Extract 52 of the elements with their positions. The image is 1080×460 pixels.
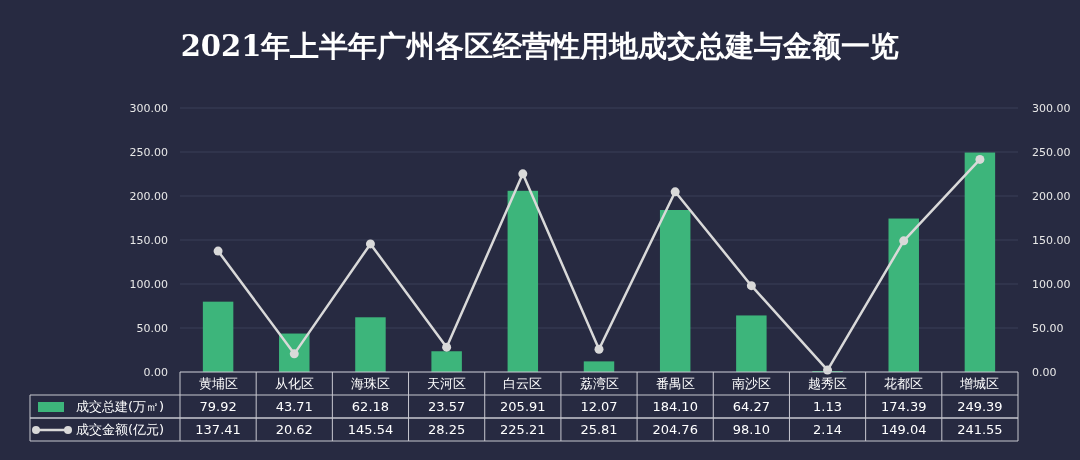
data-label: 62.18 <box>351 399 390 414</box>
legend-label: 成交总建(万㎡) <box>76 399 165 414</box>
x-tick-label: 黄埔区 <box>198 376 238 391</box>
y-tick-label: 100.00 <box>129 278 168 291</box>
y-tick-label: 150.00 <box>129 234 168 247</box>
y2-tick-label: 50.00 <box>1032 322 1064 335</box>
legend-label: 成交金额(亿元) <box>76 422 165 437</box>
data-label: 145.54 <box>347 422 394 437</box>
x-tick-label: 海珠区 <box>350 376 390 391</box>
x-tick-label: 白云区 <box>503 376 543 391</box>
data-label: 25.81 <box>580 422 618 437</box>
data-label: 1.13 <box>813 399 843 414</box>
data-label: 205.91 <box>500 399 546 414</box>
data-label: 241.55 <box>957 422 1003 437</box>
x-tick-label: 南沙区 <box>731 376 771 391</box>
y2-tick-label: 0.00 <box>1032 366 1057 379</box>
y2-tick-label: 150.00 <box>1032 234 1071 247</box>
y2-tick-label: 100.00 <box>1032 278 1071 291</box>
x-tick-label: 荔湾区 <box>579 376 619 391</box>
data-label: 64.27 <box>732 399 770 414</box>
y-tick-label: 200.00 <box>129 190 168 203</box>
legend-成交金额(亿元): 成交金额(亿元) <box>32 422 165 437</box>
data-label: 98.10 <box>732 422 770 437</box>
x-tick-label: 增城区 <box>959 376 1000 391</box>
chart-title: 2021年上半年广州各区经营性用地成交总建与金额一览 <box>180 29 900 63</box>
x-tick-label: 番禺区 <box>655 376 695 391</box>
data-label: 79.92 <box>199 399 237 414</box>
y2-tick-label: 300.00 <box>1032 102 1071 115</box>
data-label: 249.39 <box>957 399 1003 414</box>
y2-tick-label: 200.00 <box>1032 190 1071 203</box>
x-tick-label: 花都区 <box>884 376 924 391</box>
data-label: 149.04 <box>880 422 927 437</box>
data-label: 204.76 <box>652 422 698 437</box>
data-label: 28.25 <box>428 422 466 437</box>
data-label: 20.62 <box>275 422 313 437</box>
y-tick-label: 0.00 <box>143 366 168 379</box>
data-label: 12.07 <box>580 399 618 414</box>
data-label: 225.21 <box>500 422 546 437</box>
y2-tick-label: 250.00 <box>1032 146 1071 159</box>
data-label: 174.39 <box>880 399 927 414</box>
legend-成交总建(万㎡): 成交总建(万㎡) <box>38 399 165 414</box>
y-tick-label: 300.00 <box>129 102 168 115</box>
x-tick-label: 越秀区 <box>808 376 848 391</box>
x-tick-label: 天河区 <box>427 376 467 391</box>
y-tick-label: 250.00 <box>129 146 168 159</box>
data-label: 2.14 <box>813 422 843 437</box>
data-label: 43.71 <box>275 399 313 414</box>
data-label: 184.10 <box>652 399 698 414</box>
data-label: 23.57 <box>428 399 466 414</box>
x-tick-label: 从化区 <box>274 376 314 391</box>
y-tick-label: 50.00 <box>136 322 168 335</box>
data-label: 137.41 <box>195 422 241 437</box>
